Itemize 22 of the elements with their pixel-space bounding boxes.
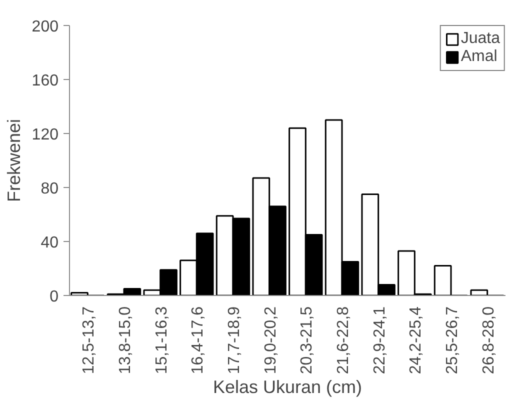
legend-label: Juata	[460, 30, 500, 48]
legend-label: Amal	[460, 48, 498, 66]
x-tick-label: 15,1-16,3	[153, 306, 170, 374]
x-tick-label: 19,0-20,2	[262, 306, 280, 374]
x-tick-label: 24,2-25,4	[408, 306, 425, 374]
y-tick-label: 40	[40, 234, 59, 252]
x-tick-label: 26,8-28,0	[480, 306, 498, 374]
y-tick-label: 160	[32, 72, 59, 90]
y-axis-title: Frekwenei	[4, 118, 24, 202]
x-tick-label: 25,5-26,7	[444, 306, 461, 374]
x-tick-label: 17,7-18,9	[226, 306, 243, 374]
x-tick-label: 22,9-24,1	[371, 306, 388, 374]
x-tick-label: 21,6-22,8	[335, 306, 352, 374]
x-axis-title: Kelas Ukuran (cm)	[212, 377, 362, 398]
x-tick-label: 20,3-21,5	[298, 306, 316, 374]
x-tick-label: 13,8-15,0	[117, 306, 134, 374]
y-tick-label: 200	[32, 18, 59, 36]
x-tick-label: 16,4-17,6	[190, 306, 207, 374]
y-tick-label: 120	[32, 126, 59, 144]
x-tick-label: 12,5-13,7	[80, 306, 98, 374]
y-tick-label: 0	[50, 288, 59, 306]
y-tick-label: 80	[40, 180, 59, 198]
